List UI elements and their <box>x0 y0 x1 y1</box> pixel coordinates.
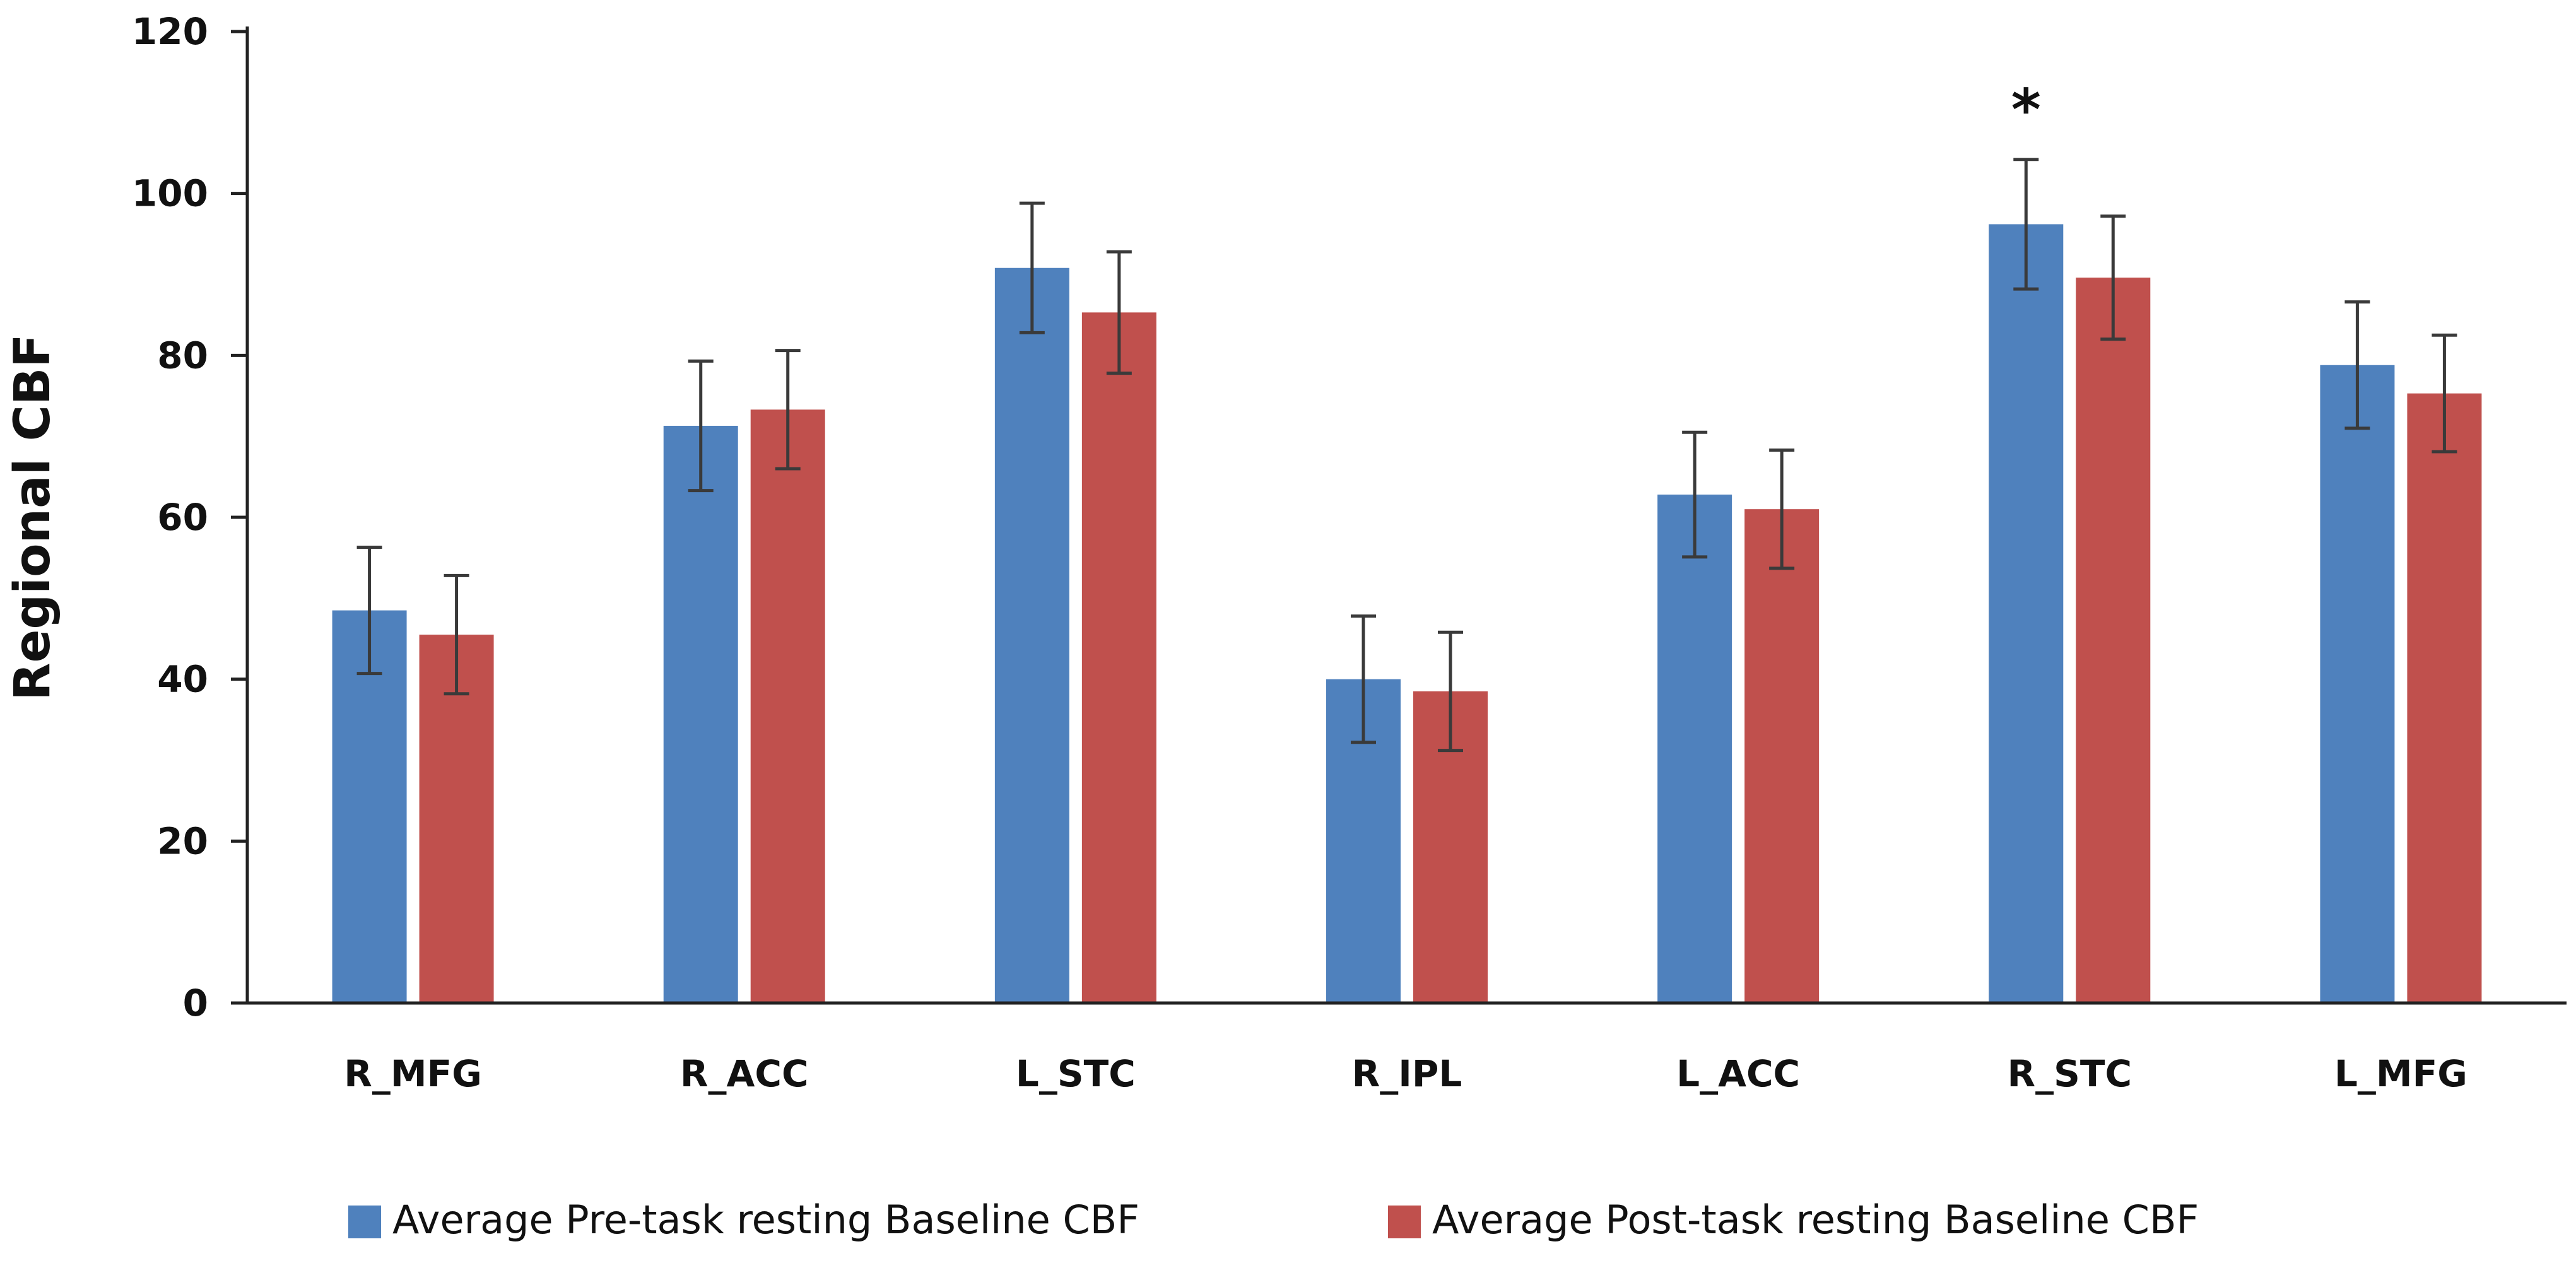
bar-r_stc-series-1 <box>1989 224 2064 1003</box>
error-bar-l_stc-series-1 <box>1019 201 1045 334</box>
bar-l_acc-series-2 <box>1744 509 1820 1003</box>
error-bar-r_acc-series-1 <box>688 359 714 493</box>
legend: Average Pre-task resting Baseline CBF Ave… <box>348 1197 2199 1243</box>
error-bar-r_mfg-series-2 <box>444 573 469 696</box>
bar-l_mfg-series-2 <box>2407 393 2482 1003</box>
bar-r_acc-series-1 <box>663 425 738 1003</box>
error-bar-l_mfg-series-2 <box>2432 333 2457 454</box>
error-bar-l_mfg-series-1 <box>2344 300 2370 430</box>
bar-r_mfg-series-2 <box>419 635 494 1003</box>
error-bars-layer <box>356 158 2457 753</box>
error-bar-r_ipl-series-1 <box>1351 614 1376 744</box>
bar-r_mfg-series-1 <box>332 610 407 1003</box>
x-tick-label-r_ipl: R_IPL <box>1352 1052 1462 1095</box>
error-bar-r_stc-series-2 <box>2100 214 2126 341</box>
significance-marker-r_stc: * <box>2011 77 2041 143</box>
y-tick-label-20: 20 <box>157 819 208 862</box>
x-tick-label-r_stc: R_STC <box>2008 1052 2132 1095</box>
error-bar-l_stc-series-2 <box>1106 250 1132 375</box>
bars-layer <box>332 224 2482 1004</box>
legend-item-series-2: Average Post-task resting Baseline CBF <box>1388 1197 2199 1243</box>
y-tick-label-120: 120 <box>132 10 208 53</box>
legend-swatch <box>1388 1206 1421 1238</box>
error-bar-l_acc-series-2 <box>1769 448 1795 570</box>
y-axis-title: Regional CBF <box>4 334 61 700</box>
bar-l_stc-series-2 <box>1081 312 1156 1004</box>
legend-swatch <box>348 1206 381 1238</box>
error-bar-r_mfg-series-1 <box>356 545 382 676</box>
x-tick-label-r_mfg: R_MFG <box>344 1052 482 1095</box>
x-tick-label-l_acc: L_ACC <box>1676 1052 1800 1095</box>
bar-l_acc-series-1 <box>1657 495 1732 1003</box>
x-tick-label-l_stc: L_STC <box>1016 1052 1136 1095</box>
bar-r_stc-series-2 <box>2076 278 2151 1004</box>
y-tick-label-40: 40 <box>157 658 208 701</box>
bar-r_acc-series-2 <box>750 409 825 1003</box>
y-tick-label-80: 80 <box>157 334 208 377</box>
error-bar-r_ipl-series-2 <box>1438 630 1463 753</box>
error-bar-l_acc-series-1 <box>1682 430 1708 559</box>
error-bar-r_acc-series-2 <box>775 349 801 471</box>
labels-layer: R_MFG R_ACC L_STC R_IPL L_ACC R_STC L_MFG 0 20 40… <box>4 10 2467 1095</box>
x-tick-label-r_acc: R_ACC <box>680 1052 809 1095</box>
error-bar-r_stc-series-1 <box>2013 158 2039 291</box>
y-tick-label-100: 100 <box>132 172 208 215</box>
legend-label: Average Pre-task resting Baseline CBF <box>392 1197 1139 1243</box>
y-tick-label-60: 60 <box>157 496 208 539</box>
y-tick-label-0: 0 <box>183 982 208 1024</box>
bar-l_stc-series-1 <box>994 267 1069 1003</box>
legend-label: Average Post-task resting Baseline CBF <box>1432 1197 2199 1243</box>
legend-item-series-1: Average Pre-task resting Baseline CBF <box>348 1197 1139 1243</box>
bar-l_mfg-series-1 <box>2320 365 2395 1003</box>
axes-layer <box>231 26 2567 1005</box>
x-tick-label-l_mfg: L_MFG <box>2334 1052 2467 1095</box>
